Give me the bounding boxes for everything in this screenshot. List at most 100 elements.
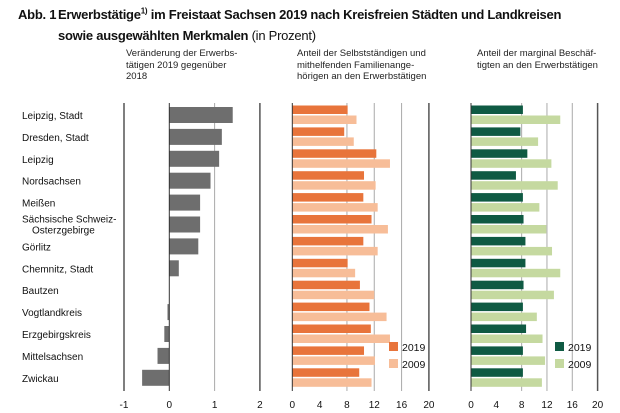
bar-change [169, 128, 222, 145]
bar-change [169, 238, 199, 255]
tick-label: 0 [167, 400, 173, 411]
bar-2009 [292, 268, 356, 278]
tick-label: 0 [290, 400, 296, 411]
bar-2009 [292, 115, 357, 124]
bar-2009 [471, 203, 540, 212]
bar-change [169, 107, 233, 123]
category-label: Bautzen [22, 286, 59, 297]
bar-2009 [292, 356, 375, 365]
tick-label: 8 [344, 400, 350, 411]
bar-2009 [292, 203, 378, 212]
figure-title: Abb. 1 Erwerbstätige1) im Freistaat Sachs… [18, 4, 561, 46]
category-label: Leipzig [22, 155, 54, 166]
bar-2009 [292, 137, 354, 146]
bar-2019 [292, 127, 345, 136]
bar-2019 [292, 171, 365, 180]
footnote-marker: 1) [140, 6, 148, 16]
bar-change [157, 347, 170, 364]
legend-label-2009: 2009 [402, 359, 426, 371]
tick-label: 8 [519, 400, 525, 411]
bar-2019 [292, 236, 364, 246]
bar-2019 [292, 302, 370, 312]
legend-label-2019: 2019 [568, 342, 592, 354]
tick-label: 12 [541, 400, 553, 411]
bar-2009 [471, 137, 539, 146]
panel-title-change: Veränderung der Erwerbs- tätigen 2019 ge… [126, 48, 238, 82]
tick-label: 16 [396, 400, 408, 411]
category-label: Leipzig, Stadt [22, 111, 83, 122]
bar-2009 [292, 181, 376, 190]
bar-2019 [471, 324, 527, 333]
bar-change [169, 194, 201, 211]
bar-2019 [471, 280, 524, 290]
bar-change [169, 216, 201, 233]
bar-2009 [471, 356, 546, 365]
tick-label: 2 [257, 400, 263, 411]
category-label: Mittelsachsen [22, 352, 83, 363]
legend-swatch-2009 [389, 359, 398, 368]
legend-label-2009: 2009 [568, 359, 592, 371]
bar-2019 [292, 368, 360, 377]
bar-2019 [292, 258, 348, 268]
tick-label: 20 [423, 400, 435, 411]
bar-2019 [471, 105, 523, 114]
category-label: Meißen [22, 199, 55, 210]
bar-2009 [471, 268, 561, 278]
bar-change [142, 369, 170, 386]
bar-2019 [292, 105, 348, 114]
category-label: Sächsische Schweiz- [22, 215, 116, 226]
bar-2019 [471, 127, 521, 136]
bar-2009 [471, 115, 561, 124]
legend-swatch-2019 [389, 342, 398, 351]
bar-change [169, 172, 211, 189]
bar-2019 [292, 193, 364, 202]
bar-2019 [471, 236, 526, 246]
bar-2019 [471, 171, 516, 180]
category-label: Vogtlandkreis [22, 308, 82, 319]
tick-label: 20 [592, 400, 604, 411]
category-label: Chemnitz, Stadt [22, 264, 93, 275]
bar-2009 [292, 334, 390, 343]
bar-change [169, 260, 179, 277]
bar-2009 [292, 159, 390, 168]
bar-2019 [471, 302, 523, 312]
category-label: Osterzgebirge [32, 226, 95, 237]
bar-2019 [471, 193, 523, 202]
tick-label: 4 [494, 400, 500, 411]
bar-2009 [471, 246, 553, 256]
tick-label: 1 [212, 400, 218, 411]
bar-2019 [292, 149, 377, 158]
tick-label: 4 [317, 400, 323, 411]
legend-label-2019: 2019 [402, 342, 426, 354]
bar-2019 [471, 346, 523, 355]
legend-swatch-2009 [555, 359, 564, 368]
bar-2009 [471, 312, 537, 322]
figure-number: Abb. 1 [18, 7, 57, 22]
tick-label: 0 [468, 400, 474, 411]
bar-2009 [471, 225, 547, 234]
category-label: Zwickau [22, 374, 59, 385]
bar-2019 [292, 346, 365, 355]
bar-2009 [292, 290, 375, 300]
category-label: Nordsachsen [22, 177, 81, 188]
bar-2009 [292, 246, 378, 256]
bar-2009 [471, 181, 558, 190]
category-label: Erzgebirgskreis [22, 330, 91, 341]
bar-2019 [471, 149, 528, 158]
legend-swatch-2019 [555, 342, 564, 351]
category-label: Görlitz [22, 242, 51, 253]
bar-change [167, 304, 170, 321]
bar-2009 [471, 378, 542, 387]
bar-2009 [292, 225, 388, 234]
tick-label: 16 [567, 400, 579, 411]
bar-2009 [292, 312, 387, 322]
bar-change [164, 326, 170, 342]
bar-2009 [471, 159, 552, 168]
bar-2009 [471, 290, 554, 300]
tick-label: 12 [369, 400, 381, 411]
bar-2009 [471, 334, 543, 343]
bar-2019 [292, 324, 371, 333]
bar-2009 [292, 378, 372, 387]
